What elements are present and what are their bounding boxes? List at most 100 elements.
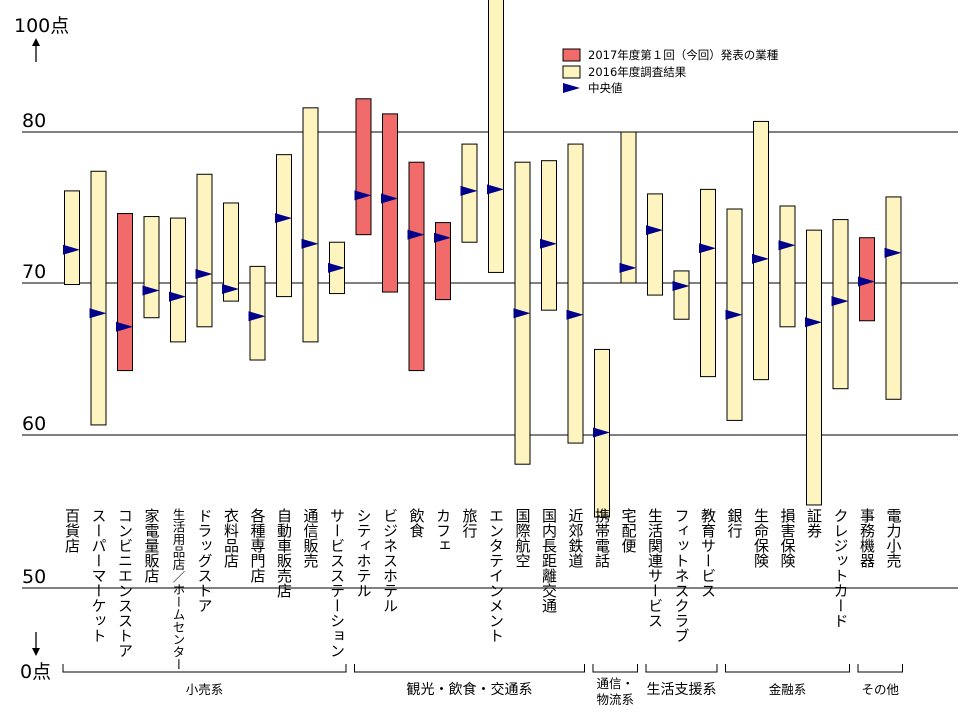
- legend-median-icon: [563, 83, 580, 93]
- median-marker: [434, 232, 451, 243]
- category-label: 各種専門店: [249, 508, 267, 583]
- group-bracket: [725, 664, 850, 673]
- category-label: 家電量販店: [143, 508, 161, 583]
- range-bar: [302, 107, 319, 343]
- median-marker: [513, 308, 531, 319]
- category-label: 旅行: [461, 508, 479, 539]
- category-label: 飲食: [408, 508, 426, 538]
- legend-label: 2017年度第１回（今回）発表の業種: [588, 48, 779, 62]
- median-marker: [63, 244, 80, 255]
- median-marker: [884, 247, 902, 258]
- category-label: フィットネスクラブ: [673, 508, 691, 643]
- category-label: コンビニエンスストア: [116, 508, 134, 658]
- category-label: 宅配便: [620, 508, 638, 554]
- median-marker: [301, 238, 319, 249]
- median-marker: [487, 184, 504, 195]
- y-axis-down-arrow-head: [32, 648, 40, 656]
- y-tick-label-80: 80: [22, 110, 46, 132]
- range-bar: [779, 205, 796, 328]
- range-bar: [673, 270, 690, 320]
- range-bar: [276, 154, 292, 298]
- median-marker: [566, 309, 584, 320]
- median-marker: [778, 240, 796, 251]
- category-label: 証券: [805, 508, 823, 539]
- category-label: カフェ: [434, 508, 452, 553]
- median-marker: [275, 213, 292, 224]
- y-axis-up-arrow-head: [32, 38, 40, 46]
- category-label: 近郊鉄道: [567, 508, 585, 568]
- category-label: シティホテル: [355, 508, 373, 598]
- category-label: 電力小売: [885, 508, 903, 569]
- range-bar: [753, 120, 769, 381]
- median-marker: [381, 193, 398, 204]
- category-label: 百貨店: [63, 508, 81, 553]
- range-bar: [885, 196, 902, 400]
- category-label: クレジットカード: [832, 508, 850, 628]
- category-label: 衣料品店: [222, 508, 240, 568]
- group-label: 観光・飲食・交通系: [407, 681, 533, 698]
- median-marker: [646, 225, 663, 236]
- category-label: 教育サービス: [699, 508, 717, 598]
- category-label: 自動車販売店: [275, 508, 293, 598]
- median-marker: [116, 321, 133, 332]
- median-marker: [672, 281, 690, 292]
- group-label: 物流系: [596, 692, 634, 707]
- median-marker: [248, 311, 266, 322]
- median-marker: [328, 262, 345, 273]
- median-marker: [699, 243, 716, 254]
- range-bar: [382, 113, 398, 293]
- category-label: 生活関連サービス: [646, 508, 664, 628]
- category-label: ドラッグストア: [196, 508, 214, 613]
- legend-swatch: [562, 65, 581, 79]
- category-label: 携帯電話: [593, 508, 611, 568]
- range-bar: [196, 173, 213, 328]
- median-marker: [460, 185, 478, 196]
- group-label: 通信・: [596, 676, 634, 691]
- median-marker: [354, 190, 372, 201]
- y-tick-label-70: 70: [22, 261, 46, 283]
- category-label: 事務機器: [858, 508, 876, 568]
- group-label: 金融系: [769, 682, 807, 697]
- range-bar: [567, 143, 584, 444]
- y-axis-bottom-label: 0点: [20, 661, 51, 683]
- median-marker: [142, 285, 160, 296]
- range-bar: [806, 229, 822, 506]
- group-label: 生活支援系: [647, 682, 717, 698]
- y-tick-label-60: 60: [22, 413, 46, 435]
- range-bar: [117, 213, 133, 372]
- category-label: 通信販売: [302, 508, 320, 569]
- median-marker: [89, 308, 107, 319]
- category-label: 生活用品店／ホームセンター: [171, 508, 186, 671]
- legend-label: 中央値: [588, 81, 623, 95]
- range-bar: [620, 131, 637, 284]
- group-label: 小売系: [186, 682, 224, 697]
- group-bracket: [62, 664, 347, 673]
- median-marker: [195, 268, 213, 279]
- group-bracket: [857, 664, 903, 673]
- median-marker: [540, 238, 557, 249]
- range-bar: [488, 0, 504, 273]
- category-label: サービスステーション: [328, 508, 346, 658]
- median-marker: [407, 229, 425, 240]
- y-tick-label-50: 50: [22, 566, 46, 588]
- median-marker: [858, 276, 875, 287]
- range-bar: [435, 222, 451, 301]
- legend-swatch: [562, 48, 581, 62]
- range-bar: [143, 216, 160, 319]
- range-bar: [64, 190, 80, 286]
- median-marker: [619, 262, 637, 273]
- range-bar: [408, 161, 425, 372]
- y-axis-top-label: 100点: [14, 15, 69, 37]
- range-bar: [170, 217, 186, 343]
- range-bar: [355, 98, 372, 236]
- group-label: その他: [861, 682, 899, 697]
- median-marker: [725, 309, 743, 320]
- range-bar: [700, 188, 716, 378]
- range-bar: [223, 202, 239, 302]
- category-label: 銀行: [726, 508, 744, 539]
- group-bracket: [645, 664, 718, 673]
- category-label: スーパーマーケット: [90, 508, 108, 643]
- range-bar: [647, 193, 663, 296]
